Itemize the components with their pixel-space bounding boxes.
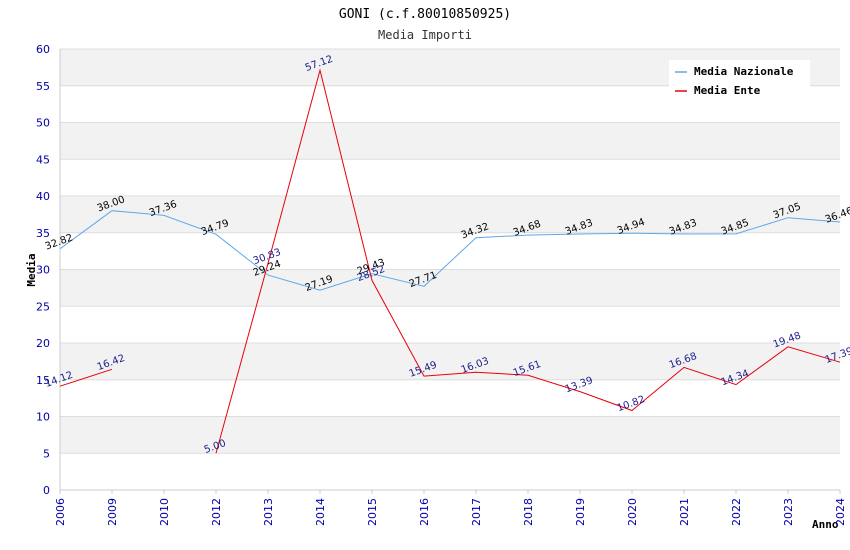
y-tick-labels: 0 5 10 15 20 25 30 35 40 45 50 55 60 — [36, 43, 50, 497]
series-line-ente — [59, 368, 113, 387]
grid-band — [60, 416, 840, 454]
legend-label-nazionale: Media Nazionale — [694, 65, 794, 78]
y-tick-label: 40 — [36, 190, 50, 203]
x-tick-label: 2010 — [158, 498, 171, 526]
data-label-ente: 10.82 — [616, 394, 647, 414]
x-tick-label: 2022 — [730, 498, 743, 526]
x-tick-label: 2021 — [678, 498, 691, 526]
grid-band — [60, 196, 840, 233]
y-tick-label: 20 — [36, 337, 50, 350]
series-lines — [59, 68, 841, 454]
y-tick-label: 10 — [36, 411, 50, 424]
x-tick-label: 2013 — [262, 498, 275, 526]
y-tick-label: 55 — [36, 80, 50, 93]
series-line-nazionale — [59, 210, 841, 291]
grid-band — [60, 122, 840, 160]
y-tick-label: 25 — [36, 300, 50, 313]
chart-subtitle: Media Importi — [378, 28, 472, 42]
legend-label-ente: Media Ente — [694, 84, 761, 97]
x-tick-label: 2009 — [106, 498, 119, 526]
grid-band — [60, 343, 840, 380]
x-tick-label: 2016 — [418, 498, 431, 526]
y-tick-label: 35 — [36, 227, 50, 240]
x-tick-label: 2023 — [782, 498, 795, 526]
grid-lines — [60, 48, 840, 491]
y-tick-label: 50 — [36, 117, 50, 130]
chart-title: GONI (c.f.80010850925) — [339, 7, 511, 22]
x-tick-label: 2017 — [470, 498, 483, 526]
x-tick-label: 2012 — [210, 498, 223, 526]
x-tick-label: 2018 — [522, 498, 535, 526]
y-tick-label: 60 — [36, 43, 50, 56]
x-tick-label: 2024 — [834, 498, 847, 526]
x-tick-label: 2020 — [626, 498, 639, 526]
y-tick-label: 15 — [36, 374, 50, 387]
x-tick-label: 2006 — [54, 498, 67, 526]
y-tick-label: 0 — [43, 484, 50, 497]
y-tick-label: 5 — [43, 447, 50, 460]
legend-box — [669, 60, 810, 106]
grid-band — [60, 269, 840, 307]
x-tick-label: 2019 — [574, 498, 587, 526]
series-line-ente — [215, 68, 841, 454]
y-axis-label: Media — [25, 253, 38, 286]
y-tick-label: 45 — [36, 153, 50, 166]
y-tick-label: 30 — [36, 264, 50, 277]
background-bands — [60, 49, 840, 454]
x-tick-label: 2014 — [314, 498, 327, 526]
x-tick-labels: 2006 2009 2010 2012 2013 2014 2015 2016 2017 2018… — [54, 490, 847, 526]
x-axis-label: Anno — [812, 518, 839, 531]
legend: Media Nazionale Media Ente — [669, 60, 810, 106]
x-tick-label: 2015 — [366, 498, 379, 526]
